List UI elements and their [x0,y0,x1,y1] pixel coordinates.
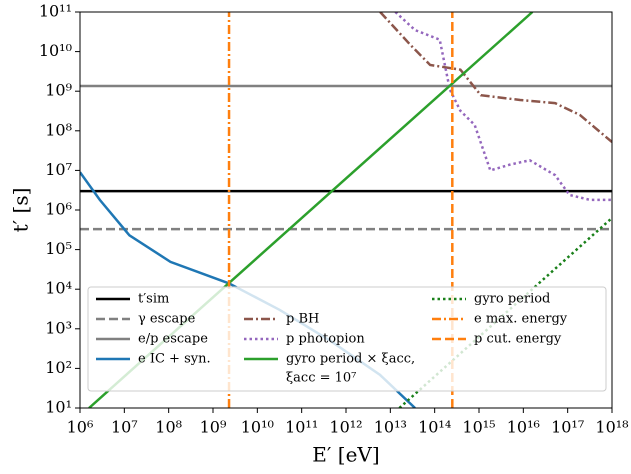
series-line [398,217,612,408]
y-tick-label: 10¹⁰ [39,41,72,60]
series-line [379,12,612,144]
x-tick-label: 10⁹ [200,418,227,437]
y-tick-label: 10¹¹ [39,2,72,21]
y-tick-label: 10⁶ [45,200,72,219]
legend-label: e IC + syn. [138,352,211,367]
legend-label: gyro period [474,292,550,307]
x-tick-label: 10¹² [329,418,362,437]
x-tick-label: 10¹⁵ [462,418,495,437]
plot-lines [80,12,612,408]
legend-label: gyro period × ξacc, [286,352,415,367]
x-tick-label: 10⁸ [155,418,182,437]
y-axis-label: t′ [s] [9,188,33,233]
legend-label: ξacc = 10⁷ [286,371,356,386]
legend-label: γ escape [138,312,196,327]
y-tick-label: 10⁴ [45,279,72,298]
legend-label: t′sim [138,292,169,307]
legend: t′sim γ escape e/p escape e IC + syn. p BH p … [87,286,607,392]
x-tick-label: 10⁶ [67,418,94,437]
legend-label: p BH [286,312,319,327]
x-tick-label: 10⁷ [111,418,138,437]
x-tick-label: 10¹⁴ [418,418,451,437]
y-tick-label: 10³ [45,318,72,337]
x-tick-label: 10¹⁰ [241,418,274,437]
legend-label: e max. energy [474,312,568,327]
legend-label: p photopion [286,332,365,347]
x-tick-label: 10¹⁶ [507,418,540,437]
y-tick-label: 10⁵ [45,239,72,258]
y-tick-label: 10⁷ [45,160,72,179]
y-tick-label: 10⁹ [45,81,72,100]
x-tick-label: 10¹⁷ [551,418,584,437]
y-tick-label: 10⁸ [45,120,72,139]
legend-label: e/p escape [138,332,208,347]
y-tick-label: 10² [45,358,72,377]
legend-box [87,286,607,392]
x-axis-label: E′ [eV] [312,443,379,467]
y-tick-label: 10¹ [45,398,72,417]
legend-label: p cut. energy [474,332,562,347]
x-tick-label: 10¹³ [374,418,407,437]
x-tick-label: 10¹⁸ [595,418,628,437]
x-tick-label: 10¹¹ [285,418,318,437]
